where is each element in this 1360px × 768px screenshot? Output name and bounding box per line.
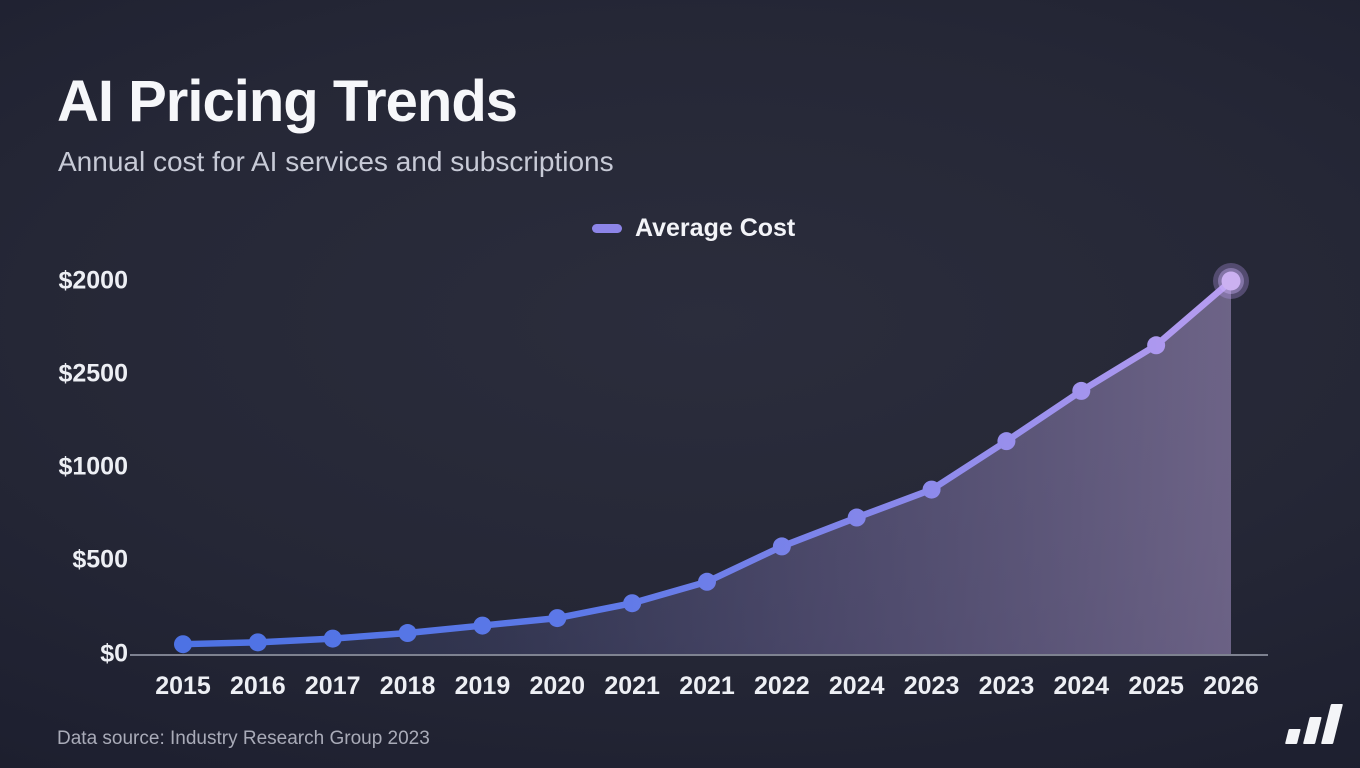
x-tick-label: 2018 xyxy=(379,672,436,700)
x-tick-label: 2017 xyxy=(304,672,361,700)
data-point xyxy=(847,508,866,527)
chart-title: AI Pricing Trends xyxy=(57,69,518,134)
x-tick-label: 2021 xyxy=(604,672,660,700)
x-tick-label: 2022 xyxy=(754,672,810,700)
end-data-point xyxy=(1221,271,1241,291)
y-tick-label: $500 xyxy=(72,545,128,574)
data-point xyxy=(473,616,492,635)
legend-label: Average Cost xyxy=(635,214,796,242)
logo-bar xyxy=(1303,717,1322,744)
chart-line xyxy=(179,277,1235,648)
data-point xyxy=(772,537,791,556)
x-tick-label: 2023 xyxy=(903,672,960,700)
y-tick-label: $2500 xyxy=(58,359,128,388)
x-tick-label: 2026 xyxy=(1203,672,1259,700)
x-tick-label: 2019 xyxy=(454,672,511,700)
x-tick-label: 2023 xyxy=(978,672,1035,700)
data-point xyxy=(623,594,642,613)
x-tick-label: 2015 xyxy=(155,672,211,700)
x-tick-label: 2020 xyxy=(529,672,586,700)
x-tick-label: 2024 xyxy=(1053,672,1110,700)
data-point xyxy=(997,432,1016,451)
data-point xyxy=(1147,336,1166,355)
logo-bar xyxy=(1285,729,1301,744)
x-tick-label: 2024 xyxy=(828,672,885,700)
x-tick-label: 2016 xyxy=(230,672,286,700)
data-point xyxy=(698,572,716,591)
logo-bar xyxy=(1321,704,1343,744)
chart-subtitle: Annual cost for AI services and subscrip… xyxy=(58,146,614,177)
brand-bars-logo xyxy=(1285,704,1343,744)
x-tick-label: 2025 xyxy=(1128,672,1184,700)
y-tick-label: $2000 xyxy=(58,266,128,295)
x-tick-label: 2021 xyxy=(679,672,735,700)
y-tick-label: $0 xyxy=(100,639,128,667)
data-point xyxy=(548,609,567,628)
chart-area-fill xyxy=(183,281,1231,654)
end-point-glow xyxy=(1213,263,1249,299)
data-point xyxy=(323,629,342,648)
legend: Average Cost xyxy=(592,214,795,243)
data-point xyxy=(1072,381,1091,400)
data-point xyxy=(922,480,941,499)
data-point xyxy=(174,635,192,654)
data-point xyxy=(398,624,417,643)
data-source-note: Data source: Industry Research Group 202… xyxy=(57,728,430,749)
legend-line-marker xyxy=(592,224,622,233)
end-point-glow xyxy=(1218,268,1244,294)
data-point xyxy=(248,633,267,652)
x-axis-line xyxy=(130,654,1268,656)
y-tick-label: $1000 xyxy=(58,452,128,481)
